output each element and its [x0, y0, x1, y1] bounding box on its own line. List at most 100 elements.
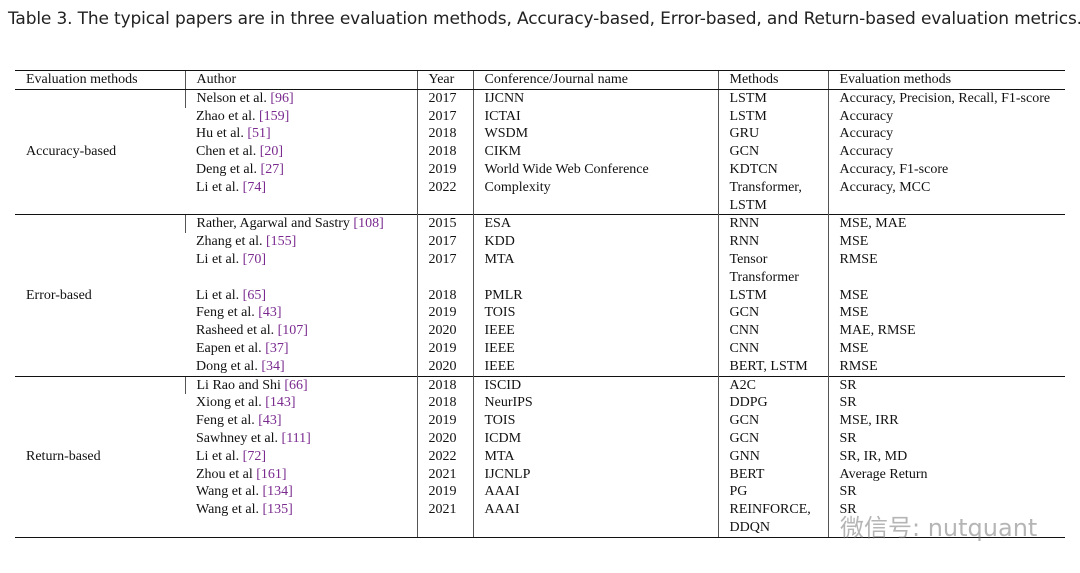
author-cell: Li et al. [70] — [185, 251, 417, 287]
author-name: Zhang et al. — [196, 234, 263, 250]
citation: [66] — [284, 377, 308, 393]
table-row: Sawhney et al. [111] 2020 ICDM GCN SR — [15, 429, 1065, 448]
metrics: Accuracy — [827, 107, 1065, 126]
venue: ICDM — [472, 429, 718, 448]
methods: REINFORCE, DDQN — [717, 501, 828, 538]
year: 2021 — [416, 465, 473, 484]
methods: RNN — [717, 214, 828, 234]
methods: CNN — [717, 322, 828, 340]
table-row: Wang et al. [135] 2021 AAAI REINFORCE, DDQN… — [15, 501, 1065, 538]
group-name: Error-based — [15, 214, 185, 377]
header-row: Evaluation methods Author Year Conference/J… — [15, 70, 1065, 90]
methods: BERT, LSTM — [717, 357, 828, 377]
methods: BERT — [717, 465, 828, 484]
year: 2018 — [416, 286, 473, 305]
table-row: Dong et al. [34] 2020 IEEE BERT, LSTM RMSE — [15, 357, 1065, 377]
methods: RNN — [717, 233, 828, 251]
metrics: SR, IR, MD — [827, 447, 1065, 466]
author-name: Li Rao and Shi — [196, 377, 281, 393]
year: 2018 — [416, 394, 473, 413]
table-row: Wang et al. [134] 2019 AAAI PG SR — [15, 483, 1065, 502]
author-name: Li et al. — [196, 179, 240, 195]
venue: ESA — [472, 214, 718, 234]
author-name: Xiong et al. — [196, 395, 262, 411]
author-name: Feng et al. — [196, 305, 255, 321]
metrics: Average Return — [827, 465, 1065, 484]
author-name: Feng et al. — [196, 413, 255, 429]
methods: GCN — [717, 429, 828, 448]
author-cell: Xiong et al. [143] — [185, 394, 417, 412]
column-header: Methods — [717, 70, 828, 90]
venue: TOIS — [472, 304, 718, 323]
venue: MTA — [472, 447, 718, 466]
year: 2021 — [416, 501, 473, 538]
venue: PMLR — [472, 286, 718, 305]
methods: GCN — [717, 143, 828, 161]
year: 2019 — [416, 412, 473, 430]
author-cell: Rasheed et al. [107] — [185, 322, 417, 340]
citation: [43] — [258, 413, 282, 429]
author-cell: Zhao et al. [159] — [185, 108, 417, 126]
methods: KDTCN — [717, 160, 828, 179]
table-row: Deng et al. [27] 2019 World Wide Web Confe… — [15, 160, 1065, 179]
metrics: SR — [827, 501, 1065, 538]
citation: [107] — [277, 323, 308, 339]
author-cell: Eapen et al. [37] — [185, 340, 417, 358]
citation: [96] — [270, 90, 294, 106]
table-row: Li et al. [70] 2017 MTA Tensor Transformer R… — [15, 250, 1065, 287]
year: 2020 — [416, 357, 473, 377]
year: 2017 — [416, 88, 473, 108]
methods: LSTM — [717, 88, 828, 108]
author-name: Zhou et al — [196, 466, 253, 482]
table-row: Li et al. [74] 2022 Complexity Transformer,… — [15, 178, 1065, 215]
author-name: Rather, Agarwal and Sastry — [196, 216, 350, 232]
venue: ICTAI — [472, 107, 718, 126]
author-cell: Li Rao and Shi [66] — [184, 375, 417, 395]
methods: CNN — [717, 339, 828, 358]
column-header: Evaluation methods — [827, 70, 1065, 90]
metrics: Accuracy — [827, 143, 1065, 161]
year: 2017 — [416, 233, 473, 251]
metrics: RMSE — [827, 250, 1065, 287]
author-cell: Sawhney et al. [111] — [185, 430, 417, 448]
table-body: Accuracy-based Nelson et al. [96] 2017 IJCN… — [15, 88, 1065, 538]
venue: CIKM — [472, 143, 718, 161]
methods: LSTM — [717, 107, 828, 126]
column-header: Evaluation methods — [15, 70, 185, 90]
table-row: Zhang et al. [155] 2017 KDD RNN MSE — [15, 233, 1065, 251]
methods: Transformer, LSTM — [717, 178, 828, 215]
metrics: MSE — [827, 339, 1065, 358]
metrics: MSE — [827, 286, 1065, 305]
venue: KDD — [472, 233, 718, 251]
table-row: Feng et al. [43] 2019 TOIS GCN MSE — [15, 304, 1065, 323]
year: 2018 — [416, 125, 473, 144]
metrics: Accuracy, F1-score — [827, 160, 1065, 179]
venue: AAAI — [472, 501, 718, 538]
column-header: Author — [184, 70, 417, 90]
metrics: RMSE — [827, 357, 1065, 377]
author-name: Nelson et al. — [196, 90, 267, 106]
venue: WSDM — [472, 125, 718, 144]
citation: [159] — [258, 108, 290, 124]
author-cell: Nelson et al. [96] — [184, 88, 417, 108]
metrics: SR — [827, 483, 1065, 502]
author-name: Eapen et al. — [196, 340, 262, 356]
author-name: Deng et al. — [196, 161, 258, 177]
author-name: Wang et al. — [196, 502, 260, 518]
venue: IJCNLP — [472, 465, 718, 484]
metrics: SR — [827, 375, 1065, 395]
table-row: Zhou et al [161] 2021 IJCNLP BERT Average Re… — [15, 465, 1065, 484]
author-name: Dong et al. — [196, 358, 258, 374]
venue: IJCNN — [472, 88, 718, 108]
methods: LSTM — [717, 286, 828, 305]
author-cell: Li et al. [74] — [185, 179, 417, 215]
year: 2022 — [416, 178, 473, 215]
year: 2022 — [416, 447, 473, 466]
citation: [161] — [256, 466, 287, 482]
watermark: 微信号: nutquant — [840, 514, 1038, 542]
year: 2019 — [416, 160, 473, 179]
year: 2019 — [416, 304, 473, 323]
metrics: SR — [827, 429, 1065, 448]
table-row: Chen et al. [20] 2018 CIKM GCN Accuracy — [15, 143, 1065, 161]
citation: [34] — [261, 358, 285, 374]
